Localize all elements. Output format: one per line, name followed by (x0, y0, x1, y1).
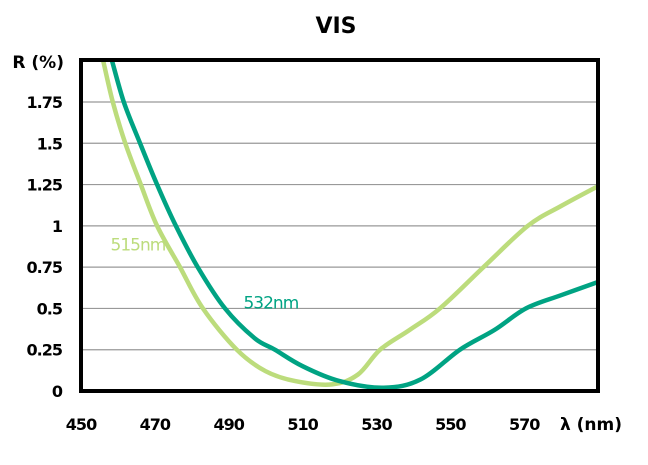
series-label-532nm: 532nm (243, 293, 298, 313)
y-tick-label: 1.25 (27, 176, 63, 195)
chart-title: VIS (315, 14, 356, 39)
x-tick-label: 530 (361, 415, 392, 434)
series-line-532nm (109, 60, 598, 390)
y-tick-label: 1.75 (27, 93, 63, 112)
x-tick-labels: 450 470 490 510 530 550 570 (66, 415, 541, 434)
y-tick-label: 0.5 (37, 299, 63, 318)
x-axis-label: λ (nm) (560, 415, 622, 435)
x-tick-label: 550 (435, 415, 466, 434)
series-line-515nm (101, 60, 598, 387)
x-tick-label: 470 (140, 415, 171, 434)
series-label-515nm: 515nm (111, 236, 166, 256)
y-axis-label: R (%) (12, 53, 64, 73)
x-tick-label: 570 (509, 415, 540, 434)
series-group (101, 60, 598, 390)
y-tick-label: 0.75 (27, 258, 63, 277)
x-tick-label: 450 (66, 415, 97, 434)
x-tick-label: 490 (214, 415, 245, 434)
x-tick-label: 510 (287, 415, 318, 434)
y-tick-label: 1.5 (37, 134, 63, 153)
y-tick-label: 0.25 (27, 341, 63, 360)
y-tick-labels: 0 0.25 0.5 0.75 1 1.25 1.5 1.75 (27, 93, 64, 401)
y-tick-label: 1 (52, 217, 63, 236)
series-labels: 515nm 532nm (111, 236, 300, 314)
plot-frame (79, 58, 600, 393)
y-tick-label: 0 (52, 382, 63, 401)
grid-lines (81, 101, 598, 351)
